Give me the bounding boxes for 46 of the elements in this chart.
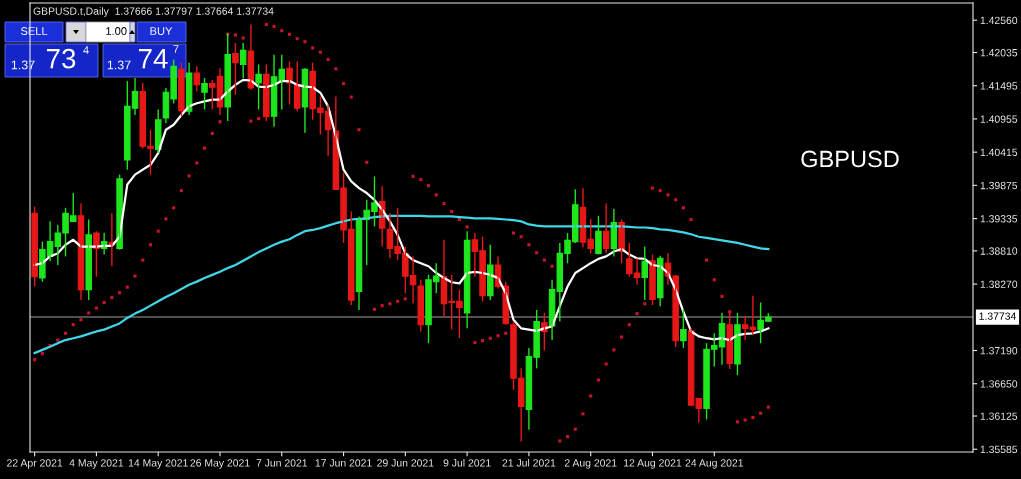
x-tick-label: 12 Aug 2021: [624, 459, 682, 469]
y-tick-label: 1.36125: [980, 412, 1018, 420]
candlestick: [255, 63, 262, 111]
candlestick: [232, 42, 239, 96]
candlestick: [178, 61, 185, 117]
y-tick-label: 1.37190: [980, 347, 1018, 355]
x-tick-label: 2 Aug 2021: [564, 459, 617, 469]
y-tick-label: 1.35585: [980, 445, 1018, 454]
annotation: 1.37: [107, 60, 131, 70]
y-tick-label: 1.40955: [980, 115, 1018, 123]
y-tick-label: 1.38270: [980, 280, 1018, 288]
ref-line-label: 1.37734: [979, 312, 1017, 320]
y-tick-label: 1.39335: [980, 215, 1018, 223]
chart-title: GBPUSD.t,Daily 1.37666 1.37797 1.37664 1.37734: [33, 7, 274, 17]
x-tick-label: 4 May 2021: [69, 459, 124, 469]
candlestick: [201, 77, 208, 111]
annotation: 1.37: [11, 60, 35, 70]
candlestick: [417, 279, 425, 333]
x-tick-label: 17 Jun 2021: [315, 459, 372, 467]
x-tick-label: 7 Jun 2021: [256, 459, 308, 467]
x-tick-label: 22 Apr 2021: [7, 459, 63, 469]
y-tick-label: 1.36650: [980, 380, 1018, 388]
annotation: 73: [46, 48, 76, 69]
y-tick-label: 1.42560: [980, 16, 1018, 25]
x-tick-label: 9 Jul 2021: [443, 458, 491, 467]
x-tick-label: 14 May 2021: [128, 459, 188, 469]
x-tick-label: 26 May 2021: [190, 459, 250, 469]
candlestick: [641, 245, 649, 301]
annotation: 1.00: [106, 27, 127, 35]
candlestick: [680, 308, 687, 349]
x-tick-label: 29 Jun 2021: [377, 459, 434, 467]
x-tick-label: 21 Jul 2021: [502, 458, 556, 467]
y-tick-label: 1.38810: [980, 247, 1018, 255]
annotation: 7: [173, 45, 179, 53]
y-tick-label: 1.41495: [980, 82, 1018, 90]
candlestick: [595, 215, 602, 256]
candlestick: [31, 205, 38, 288]
y-tick-label: 1.40415: [980, 148, 1018, 157]
annotation: SELL: [20, 27, 48, 35]
x-tick-label: 24 Aug 2021: [685, 459, 744, 469]
annotation: BUY: [150, 27, 173, 35]
text: GBPUSD: [801, 150, 899, 168]
y-tick-label: 1.42035: [980, 49, 1018, 57]
annotation: 74: [138, 49, 168, 69]
annotation: 4: [83, 46, 89, 54]
y-tick-label: 1.39875: [980, 181, 1018, 190]
